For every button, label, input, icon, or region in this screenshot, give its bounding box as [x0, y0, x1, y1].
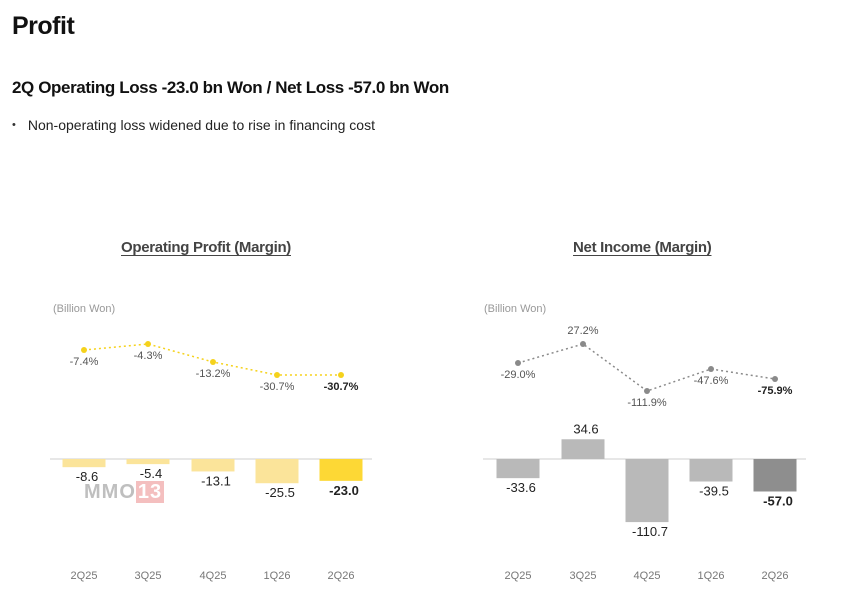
bullet-item: • Non-operating loss widened due to rise…	[12, 117, 375, 133]
op-margin-label-2q26: -30.7%	[324, 381, 359, 393]
ni-margin-label-2q26: -75.9%	[758, 385, 793, 397]
op-bar-1q26	[255, 459, 299, 484]
operating-profit-unit: (Billion Won)	[53, 303, 116, 315]
ni-bar-4q25	[625, 459, 669, 523]
ni-bar-3q25	[561, 439, 605, 459]
ni-bar-1q26	[689, 459, 733, 482]
ni-margin-label-2q25: -29.0%	[501, 369, 536, 381]
page-title: Profit	[12, 12, 75, 40]
op-margin-label-1q26: -30.7%	[260, 381, 295, 393]
op-margin-label-3q25: -4.3%	[134, 350, 163, 362]
op-margin-point-2q26	[338, 372, 344, 378]
net-income-chart-title: Net Income (Margin)	[573, 239, 712, 256]
op-bar-label-2q25: -8.6	[76, 469, 98, 484]
ni-category-label-2q26: 2Q26	[762, 570, 789, 582]
ni-margin-label-4q25: -111.9%	[627, 397, 667, 409]
op-bar-label-4q25: -13.1	[201, 473, 231, 488]
ni-margin-label-3q25: 27.2%	[567, 325, 598, 337]
ni-bar-label-2q26: -57.0	[763, 493, 793, 508]
ni-bar-2q26	[753, 459, 797, 492]
net-income-unit: (Billion Won)	[484, 303, 547, 315]
op-category-label-2q26: 2Q26	[328, 570, 355, 582]
headline: 2Q Operating Loss -23.0 bn Won / Net Los…	[12, 78, 449, 97]
ni-category-label-2q25: 2Q25	[505, 570, 532, 582]
ni-category-label-3q25: 3Q25	[570, 570, 597, 582]
ni-bar-label-1q26: -39.5	[699, 484, 729, 499]
op-margin-point-4q25	[210, 359, 216, 365]
op-category-label-1q26: 1Q26	[264, 570, 291, 582]
ni-bar-2q25	[496, 459, 540, 479]
op-bar-4q25	[191, 459, 235, 472]
op-bar-label-1q26: -25.5	[265, 485, 295, 500]
op-category-label-2q25: 2Q25	[71, 570, 98, 582]
ni-margin-point-4q25	[644, 388, 650, 394]
watermark-logo: MMO 13	[84, 481, 165, 503]
bullet-icon: •	[12, 119, 16, 131]
operating-profit-chart-title: Operating Profit (Margin)	[121, 239, 291, 256]
op-bar-label-2q26: -23.0	[329, 483, 359, 498]
ni-margin-label-1q26: -47.6%	[694, 375, 729, 387]
ni-bar-label-4q25: -110.7	[632, 524, 668, 539]
op-margin-label-2q25: -7.4%	[70, 356, 99, 368]
op-bar-label-3q25: -5.4	[140, 466, 162, 481]
op-category-label-4q25: 4Q25	[200, 570, 227, 582]
ni-margin-point-2q25	[515, 360, 521, 366]
ni-margin-point-1q26	[708, 366, 714, 372]
bullet-text: Non-operating loss widened due to rise i…	[27, 117, 375, 133]
ni-category-label-4q25: 4Q25	[634, 570, 661, 582]
ni-category-label-1q26: 1Q26	[698, 570, 725, 582]
op-margin-point-1q26	[274, 372, 280, 378]
op-margin-label-4q25: -13.2%	[196, 368, 231, 380]
op-category-label-3q25: 3Q25	[135, 570, 162, 582]
ni-bar-label-2q25: -33.6	[506, 480, 536, 495]
op-bar-3q25	[126, 459, 170, 465]
op-bar-2q25	[62, 459, 106, 468]
ni-margin-point-3q25	[580, 341, 586, 347]
ni-margin-point-2q26	[772, 376, 778, 382]
op-margin-point-3q25	[145, 341, 151, 347]
ni-bar-label-3q25: 34.6	[573, 421, 598, 436]
op-margin-point-2q25	[81, 347, 87, 353]
ni-margin-line	[517, 343, 776, 392]
op-bar-2q26	[319, 459, 363, 481]
